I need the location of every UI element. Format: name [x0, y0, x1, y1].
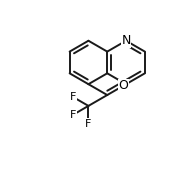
Text: F: F [85, 119, 92, 129]
Text: F: F [70, 110, 76, 120]
Text: F: F [70, 92, 76, 102]
Text: O: O [118, 79, 128, 92]
Text: N: N [121, 34, 131, 47]
